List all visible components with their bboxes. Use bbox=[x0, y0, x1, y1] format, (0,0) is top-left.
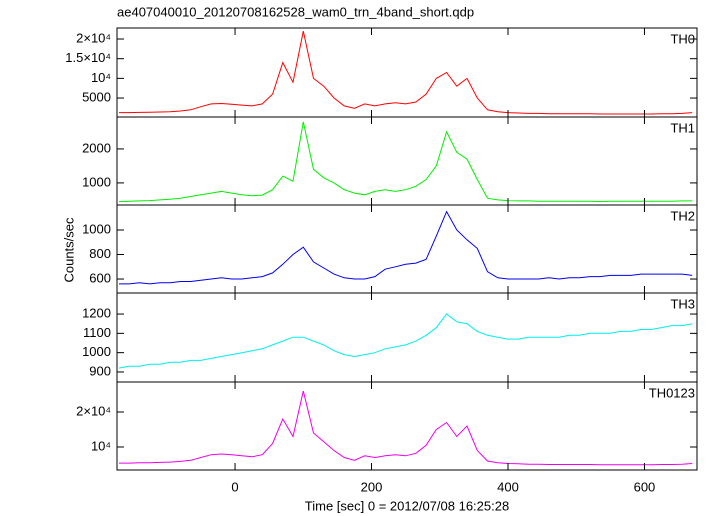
light-curve bbox=[119, 30, 693, 115]
panel-frame bbox=[116, 116, 698, 206]
y-tick-label: 900 bbox=[89, 363, 111, 378]
y-tick-label: 5000 bbox=[82, 89, 111, 104]
y-tick-label: 600 bbox=[89, 270, 111, 285]
chart-title: ae407040010_20120708162528_wam0_trn_4ban… bbox=[117, 4, 474, 19]
light-curve bbox=[118, 121, 693, 203]
y-tick-label: 1.5×10⁴ bbox=[65, 50, 111, 65]
panel-label: TH3 bbox=[670, 296, 695, 311]
y-tick-label: 1100 bbox=[83, 325, 111, 340]
panel-frame bbox=[116, 292, 698, 383]
y-tick-label: 2000 bbox=[82, 140, 111, 155]
x-tick-label: 400 bbox=[497, 479, 519, 494]
light-curve bbox=[119, 390, 693, 466]
x-axis-label: Time [sec] 0 = 2012/07/08 16:25:28 bbox=[305, 498, 509, 513]
y-tick-label: 10⁴ bbox=[91, 438, 111, 453]
y-axis-label: Counts/sec bbox=[61, 217, 76, 283]
y-tick-label: 800 bbox=[89, 246, 111, 261]
light-curve bbox=[119, 210, 693, 285]
light-curve bbox=[118, 313, 693, 369]
panel-label: TH0 bbox=[670, 31, 695, 46]
y-tick-label: 1200 bbox=[82, 305, 111, 320]
panel-frame bbox=[116, 381, 698, 471]
x-tick-label: 0 bbox=[231, 479, 238, 494]
y-tick-label: 1000 bbox=[82, 174, 111, 189]
panel-label: TH2 bbox=[670, 208, 695, 223]
y-tick-label: 2×10⁴ bbox=[76, 403, 111, 418]
y-tick-label: 10⁴ bbox=[91, 70, 111, 85]
x-tick-label: 200 bbox=[361, 479, 383, 494]
y-tick-label: 1000 bbox=[82, 221, 111, 236]
y-tick-label: 1000 bbox=[82, 344, 111, 359]
panel-label: TH1 bbox=[670, 120, 695, 135]
x-tick-label: 600 bbox=[634, 479, 656, 494]
y-tick-label: 2×10⁴ bbox=[76, 30, 111, 45]
panel-label: TH0123 bbox=[649, 385, 695, 400]
